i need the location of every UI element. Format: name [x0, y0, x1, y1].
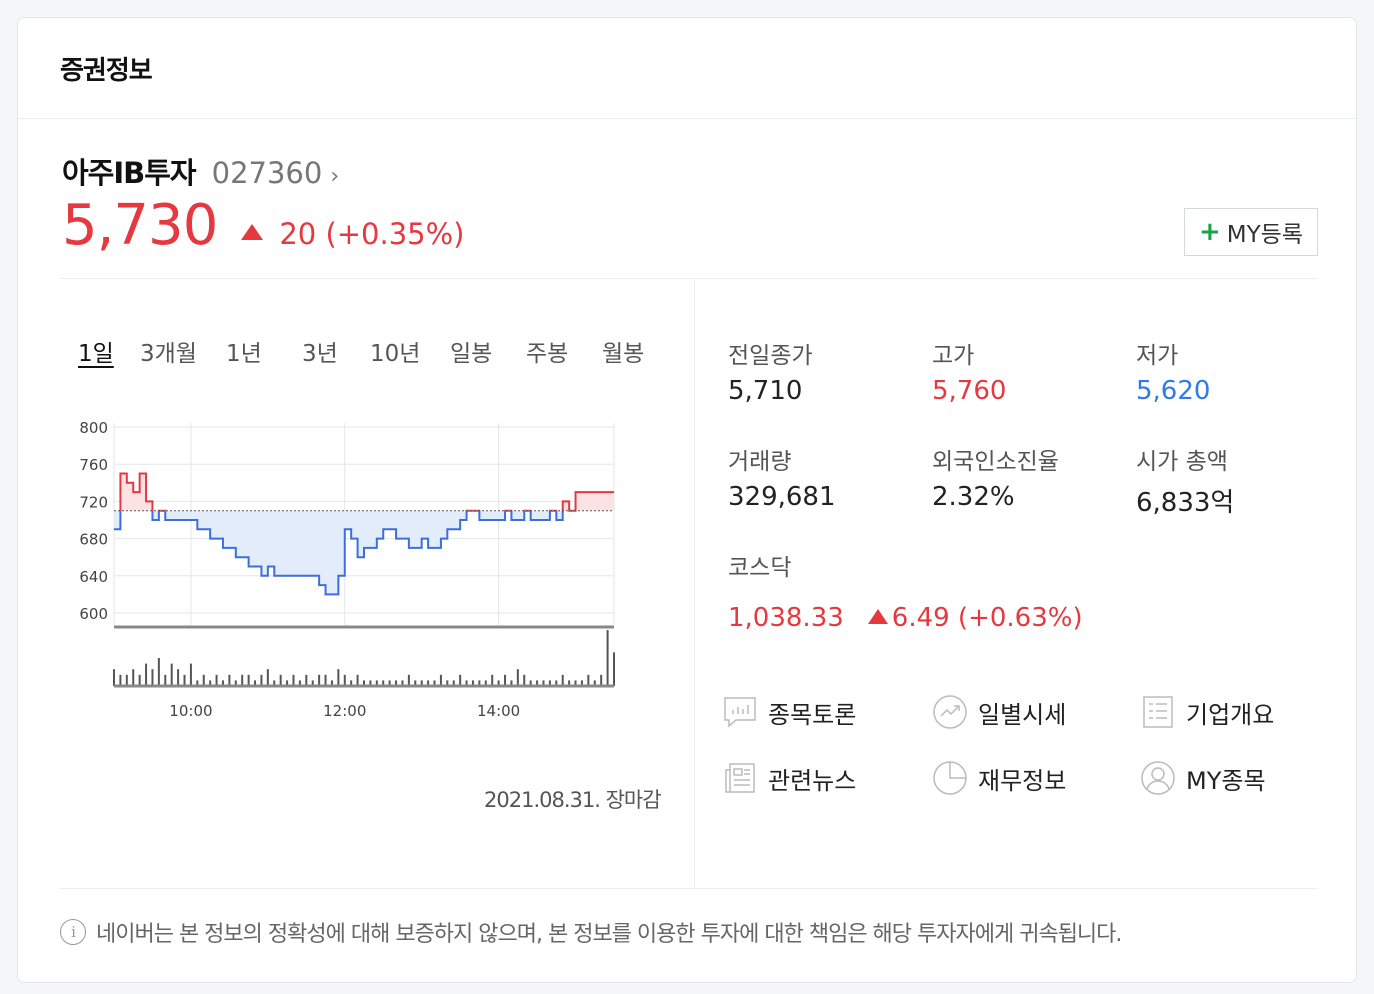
disclaimer-text: 네이버는 본 정보의 정확성에 대해 보증하지 않으며, 본 정보를 이용한 투…	[96, 922, 1122, 947]
x-tick-label: 14:00	[477, 702, 520, 720]
mcap-label: 시가 총액	[1136, 449, 1228, 475]
low-label: 저가	[1136, 343, 1179, 369]
chevron-right-icon[interactable]: ›	[330, 164, 340, 189]
prev-close-cell: 전일종가 5,710	[728, 336, 928, 406]
above-reference-area	[120, 473, 614, 511]
chart-plot-group: 5,800 5,760 5,720 5,680 5,640 5,600 10:00 12:00…	[78, 419, 615, 720]
link-company-overview-label: 기업개요	[1186, 700, 1275, 729]
kosdaq-cell: 코스닥	[728, 548, 928, 582]
low-cell: 저가 5,620	[1136, 336, 1336, 406]
foreign-label: 외국인소진율	[932, 449, 1059, 475]
chat-chart-icon	[724, 697, 756, 728]
volume-label: 거래량	[728, 449, 792, 475]
foreign-cell: 외국인소진율 2.32%	[932, 442, 1132, 512]
kosdaq-change: 6.49 (+0.63%)	[891, 603, 1083, 633]
tab-monthly-candle[interactable]: 월봉	[602, 341, 645, 367]
foreign-value: 2.32%	[932, 482, 1015, 512]
stock-info-card: 증권정보 아주IB투자 027360 › 5,730 20 (+0.35%) +…	[17, 17, 1357, 983]
prev-close-label: 전일종가	[728, 343, 813, 369]
disclaimer: i 네이버는 본 정보의 정확성에 대해 보증하지 않으며, 본 정보를 이용한…	[60, 916, 1122, 948]
newspaper-icon	[725, 763, 755, 793]
y-tick-label: 5,600	[78, 605, 108, 623]
link-related-news[interactable]: 관련뉴스	[722, 760, 856, 796]
mcap-cell: 시가 총액 6,833억	[1136, 442, 1336, 519]
up-triangle-icon	[867, 609, 888, 624]
link-company-overview[interactable]: 기업개요	[1140, 694, 1274, 730]
high-label: 고가	[932, 343, 975, 369]
x-tick-label: 12:00	[323, 702, 366, 720]
tab-daily-candle[interactable]: 일봉	[450, 341, 493, 367]
prev-close-value: 5,710	[728, 376, 803, 406]
link-daily-price[interactable]: 일별시세	[932, 694, 1066, 730]
divider	[60, 278, 1318, 279]
link-related-news-label: 관련뉴스	[768, 766, 857, 795]
price-line-down	[114, 510, 577, 596]
kosdaq-row: 1,038.33 6.49 (+0.63%)	[728, 603, 1083, 633]
y-tick-label: 5,680	[78, 531, 108, 549]
user-circle-icon	[1141, 761, 1175, 795]
intraday-chart[interactable]: 5,800 5,760 5,720 5,680 5,640 5,600 10:00 12:00…	[78, 393, 638, 723]
stock-name-row[interactable]: 아주IB투자 027360 ›	[62, 150, 339, 192]
x-tick-label: 10:00	[169, 702, 212, 720]
stock-name[interactable]: 아주IB투자	[62, 156, 197, 190]
link-financial-info[interactable]: 재무정보	[932, 760, 1066, 796]
link-financial-info-label: 재무정보	[978, 766, 1067, 795]
vertical-divider	[694, 280, 695, 888]
kosdaq-label: 코스닥	[728, 555, 792, 581]
link-my-stocks-label: MY종목	[1186, 766, 1266, 795]
card-title: 증권정보	[60, 56, 153, 86]
list-document-icon	[1143, 696, 1173, 728]
my-register-label: MY등록	[1226, 222, 1303, 248]
my-register-button[interactable]: + MY등록	[1184, 208, 1318, 256]
mcap-value: 6,833억	[1136, 488, 1235, 518]
card-header: 증권정보	[18, 18, 1356, 119]
info-icon: i	[60, 919, 86, 945]
tab-3month[interactable]: 3개월	[140, 341, 197, 367]
tab-3year[interactable]: 3년	[302, 341, 338, 367]
date-note: 2021.08.31. 장마감	[484, 788, 662, 812]
price-change: 20 (+0.35%)	[279, 217, 465, 251]
tab-1year[interactable]: 1년	[226, 341, 262, 367]
tab-10year[interactable]: 10년	[370, 341, 421, 367]
price-row: 5,730 20 (+0.35%)	[62, 193, 465, 258]
plus-icon: +	[1198, 217, 1221, 247]
high-cell: 고가 5,760	[932, 336, 1132, 406]
stock-code[interactable]: 027360	[211, 156, 323, 190]
tab-weekly-candle[interactable]: 주봉	[526, 341, 569, 367]
y-tick-label: 5,720	[78, 493, 108, 511]
pie-chart-icon	[933, 761, 967, 795]
trend-circle-icon	[933, 695, 967, 729]
link-discussion-label: 종목토론	[768, 700, 857, 729]
up-triangle-icon	[241, 224, 264, 240]
volume-cell: 거래량 329,681	[728, 442, 928, 512]
divider	[60, 888, 1318, 889]
link-discussion[interactable]: 종목토론	[722, 694, 856, 730]
low-value: 5,620	[1136, 376, 1211, 406]
high-value: 5,760	[932, 376, 1007, 406]
y-tick-label: 5,640	[78, 568, 108, 586]
kosdaq-value: 1,038.33	[728, 603, 844, 633]
link-my-stocks[interactable]: MY종목	[1140, 760, 1266, 796]
current-price: 5,730	[62, 193, 218, 258]
link-daily-price-label: 일별시세	[978, 700, 1067, 729]
volume-value: 329,681	[728, 482, 836, 512]
y-tick-label: 5,800	[78, 419, 108, 437]
tab-1day[interactable]: 1일	[78, 341, 114, 367]
y-tick-label: 5,760	[78, 456, 108, 474]
